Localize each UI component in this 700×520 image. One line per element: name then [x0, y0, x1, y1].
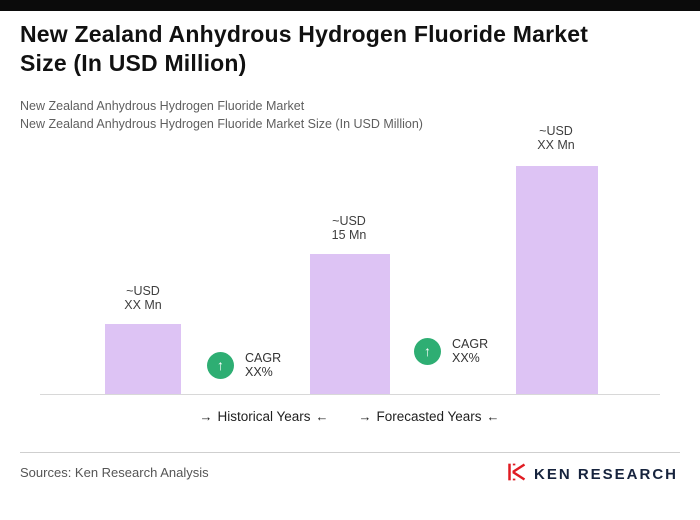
footer-divider [20, 452, 680, 453]
right-arrow-icon: → [199, 409, 213, 424]
bar2-value-line2: 15 Mn [331, 228, 367, 242]
bar3-value-line2: XX Mn [537, 138, 575, 152]
cagr-badge: ↑ CAGR XX% [414, 337, 488, 365]
left-arrow-icon: ← [315, 409, 329, 424]
cagr1-value: XX% [245, 365, 273, 379]
forecasted-years-label: → Forecasted Years ← [358, 409, 499, 424]
ken-research-k-icon [507, 462, 527, 487]
page-title-line1: New Zealand Anhydrous Hydrogen Fluoride … [20, 21, 589, 47]
cagr1-word: CAGR [245, 351, 282, 365]
bar [105, 324, 181, 394]
bar3-value-line1: ~USD [539, 124, 573, 138]
bar [516, 166, 598, 394]
page-title-line2: Size (In USD Million) [20, 50, 247, 76]
right-arrow-icon: → [358, 409, 372, 424]
bar-value-label: ~USD XX Mn [496, 124, 616, 152]
bar-value-label: ~USD XX Mn [83, 284, 203, 312]
page-title: New Zealand Anhydrous Hydrogen Fluoride … [20, 20, 685, 78]
cagr-label: CAGR XX% [452, 337, 488, 365]
cagr2-value: XX% [452, 351, 480, 365]
ken-research-wordmark: KEN RESEARCH [533, 466, 678, 483]
top-accent-bar [0, 0, 700, 11]
growth-up-arrow-icon: ↑ [414, 337, 441, 365]
historical-years-text: Historical Years [217, 409, 311, 424]
chart-subtitle-market: New Zealand Anhydrous Hydrogen Fluoride … [20, 99, 305, 113]
bar [310, 254, 390, 394]
forecasted-years-text: Forecasted Years [376, 409, 482, 424]
x-axis-line [40, 394, 660, 395]
cagr-badge: ↑ CAGR XX% [207, 351, 281, 379]
bar2-value-line1: ~USD [332, 214, 366, 228]
ken-research-logo: KEN RESEARCH [507, 462, 678, 487]
bar1-value-line2: XX Mn [124, 298, 162, 312]
bar-value-label: ~USD 15 Mn [289, 214, 409, 242]
chart-subtitle-size: New Zealand Anhydrous Hydrogen Fluoride … [20, 117, 423, 131]
source-attribution: Sources: Ken Research Analysis [20, 465, 209, 480]
left-arrow-icon: ← [486, 409, 500, 424]
cagr-label: CAGR XX% [245, 351, 281, 379]
historical-years-label: → Historical Years ← [199, 409, 328, 424]
cagr2-word: CAGR [452, 337, 489, 351]
growth-up-arrow-icon: ↑ [207, 351, 234, 379]
bar1-value-line1: ~USD [126, 284, 160, 298]
